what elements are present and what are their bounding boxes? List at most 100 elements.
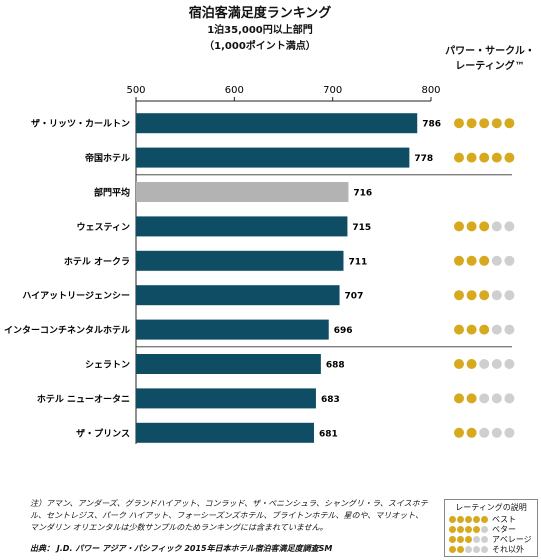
bar	[136, 250, 344, 271]
category-label: 帝国ホテル	[85, 152, 130, 164]
power-circle-dot	[479, 255, 490, 266]
power-circle-dot	[466, 393, 477, 404]
rating-legend: レーティングの説明 ベスト ベター アベレージ それ以外	[444, 499, 538, 557]
legend-label: ベター	[492, 524, 516, 534]
power-circle-dot	[504, 359, 515, 369]
legend-dot	[457, 525, 464, 533]
chart-subtitle-line1: 1泊35,000円以上部門	[207, 25, 313, 36]
legend-dot	[449, 535, 456, 543]
power-circle-dot	[466, 118, 477, 129]
legend-dot	[481, 525, 488, 533]
category-label: ウェスティン	[77, 222, 130, 233]
power-circle-dot	[479, 324, 490, 335]
category-label: ザ・リッツ・カールトン	[31, 119, 130, 130]
legend-label: それ以外	[492, 544, 524, 554]
power-circle-dot	[504, 255, 515, 266]
value-label: 681	[319, 429, 338, 439]
power-circle-dot	[466, 255, 477, 266]
bar	[136, 354, 321, 374]
bar	[136, 113, 418, 134]
power-circle-dot	[491, 221, 502, 232]
category-label: シェラトン	[85, 360, 130, 371]
legend-dot	[465, 525, 472, 533]
legend-label: アベレージ	[492, 534, 532, 544]
power-circle-dot	[479, 393, 490, 404]
power-circle-dot	[454, 118, 464, 129]
power-circle-dot	[491, 324, 502, 335]
power-circle-dot	[454, 393, 464, 404]
power-circle-dot	[491, 427, 502, 438]
category-label: 部門平均	[94, 187, 130, 199]
power-circle-dot	[454, 324, 464, 335]
category-label: ホテル ニューオータニ	[37, 393, 130, 405]
legend-dot	[473, 545, 480, 553]
power-circle-dot	[479, 290, 490, 301]
power-circle-dot	[504, 152, 515, 163]
power-circle-dot	[466, 427, 477, 438]
value-label: 716	[353, 189, 372, 199]
power-circle-dot	[504, 427, 515, 438]
power-circle-dot	[504, 118, 515, 129]
bar	[136, 422, 314, 443]
power-circle-dot	[454, 255, 464, 266]
power-circle-dot	[491, 255, 502, 266]
legend-dot	[449, 545, 456, 553]
power-circle-dot	[479, 118, 490, 129]
power-circle-dot	[491, 359, 502, 369]
legend-dot	[457, 535, 464, 543]
legend-dot	[473, 535, 480, 543]
value-label: 711	[348, 257, 367, 267]
value-label: 778	[414, 154, 433, 164]
legend-dot	[473, 515, 480, 523]
power-circle-dot	[504, 290, 515, 301]
ranking-bar-chart: 500 600 700 800 ザ・リッツ・カールトン 786 帝国ホテル 778 部門平均 71…	[4, 85, 515, 444]
power-circle-dot	[454, 152, 464, 163]
legend-dot	[465, 545, 472, 553]
power-circle-dot	[479, 152, 490, 163]
power-circle-dot	[454, 427, 464, 438]
power-circle-dot	[454, 359, 464, 369]
legend-row: アベレージ	[449, 534, 532, 544]
legend-row: ベター	[449, 524, 516, 534]
legend-dot	[457, 545, 464, 553]
category-label: インターコンチネンタルホテル	[4, 324, 130, 336]
x-tick-label: 800	[421, 85, 440, 96]
value-label: 688	[326, 361, 345, 371]
power-circle-dot	[466, 152, 477, 163]
legend-dot	[473, 525, 480, 533]
power-circle-dot	[491, 118, 502, 129]
power-circle-dot	[466, 221, 477, 232]
legend-dot	[465, 535, 472, 543]
power-circle-dot	[454, 290, 464, 301]
power-circle-dot	[479, 427, 490, 438]
source-credit: 出典： J.D. パワー アジア・パシフィック 2015年日本ホテル宿泊客満足度…	[30, 544, 333, 553]
bar	[136, 388, 316, 409]
power-circle-dot	[479, 221, 490, 232]
legend-dot	[465, 515, 472, 523]
x-tick-label: 700	[323, 85, 342, 96]
legend-dot	[481, 515, 488, 523]
power-circle-dot	[454, 221, 464, 232]
power-circle-dot	[504, 221, 515, 232]
value-label: 707	[345, 292, 364, 302]
value-label: 696	[334, 326, 353, 336]
value-label: 786	[422, 120, 441, 130]
category-label: ザ・プリンス	[76, 427, 130, 439]
category-label: ホテル オークラ	[64, 256, 130, 267]
power-circle-dot	[504, 324, 515, 335]
value-label: 715	[352, 223, 371, 233]
legend-dot	[449, 525, 456, 533]
legend-dot	[481, 535, 488, 543]
power-circle-dot	[491, 393, 502, 404]
x-tick-label: 600	[225, 85, 244, 96]
legend-dot	[481, 545, 488, 553]
legend-row: それ以外	[449, 544, 524, 554]
power-circle-header-line1: パワー・サークル・	[445, 46, 535, 57]
legend-dot	[449, 515, 456, 523]
power-circle-dot	[466, 290, 477, 301]
footnote: 注）アマン、アンダーズ、グランドハイアット、コンラッド、ザ・ペニンシュラ、シャン…	[30, 499, 428, 532]
power-circle-dot	[504, 393, 515, 404]
power-circle-dot	[479, 359, 490, 369]
power-circle-dot	[491, 290, 502, 301]
power-circle-dot	[491, 152, 502, 163]
